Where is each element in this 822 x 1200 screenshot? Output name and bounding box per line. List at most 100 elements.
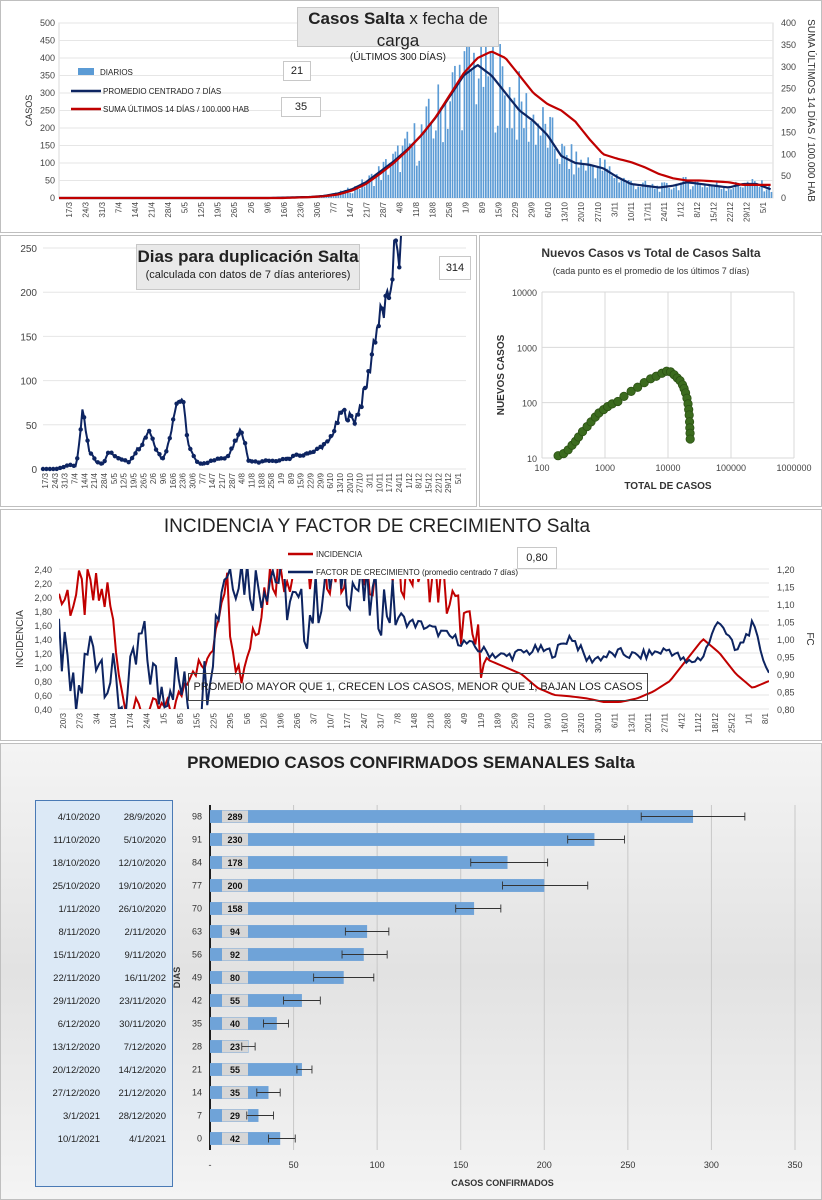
daily-bar: [323, 196, 325, 198]
daily-bar: [711, 185, 713, 198]
x-tick-label: 5/6: [243, 712, 252, 724]
day-category-label: 21: [192, 1065, 202, 1075]
x-tick-label: 19/5: [130, 472, 139, 488]
x-tick-label: 22/12: [726, 201, 735, 222]
doubling-value-box: 314: [439, 256, 471, 280]
daily-bar: [742, 187, 744, 198]
doubling-point: [369, 352, 375, 357]
daily-bar: [396, 145, 399, 198]
y-right-tick-label: 300: [781, 62, 796, 72]
x-tick-label: 15/5: [193, 712, 202, 728]
day-category-label: 0: [197, 1134, 202, 1144]
daily-bar: [677, 190, 680, 198]
x-tick-label: 17/4: [126, 712, 135, 728]
week-start-date: 2/11/2020: [124, 926, 166, 938]
daily-bar: [668, 187, 670, 198]
daily-bar: [515, 139, 518, 198]
week-end-date: 29/11/2020: [53, 995, 100, 1007]
x-tick-label: 7/4: [71, 472, 80, 484]
doubling-point: [355, 412, 361, 417]
daily-bar: [470, 70, 473, 198]
daily-bar: [761, 180, 763, 198]
doubling-point: [105, 450, 111, 456]
x-tick-label: 30/6: [189, 472, 198, 488]
doubling-point: [270, 458, 275, 464]
y-left-tick-label: 350: [40, 71, 55, 81]
daily-bar: [673, 187, 675, 198]
daily-bar: [523, 128, 525, 198]
y-left-axis-label: CASOS: [24, 95, 34, 127]
daily-bar: [642, 182, 644, 198]
daily-bar: [537, 123, 540, 198]
x-tick-label: 1/12: [405, 472, 414, 488]
daily-bar: [539, 135, 542, 198]
x-tick-label: 17/3: [41, 472, 50, 488]
x-tick-label: 27/10: [356, 472, 365, 493]
doubling-point: [229, 446, 234, 451]
daily-bar: [725, 190, 728, 198]
doubling-point: [239, 430, 244, 435]
daily-bar: [468, 37, 471, 198]
daily-bar: [620, 180, 623, 198]
y-right-tick-label: 400: [781, 18, 796, 28]
x-tick-label: 19/6: [276, 712, 285, 728]
value-label-bg: [222, 1063, 248, 1076]
x-tick-label: 3/4: [92, 712, 101, 724]
daily-bar: [703, 183, 706, 198]
daily-bar: [342, 193, 344, 198]
daily-bar: [720, 189, 723, 198]
daily-bar: [337, 193, 340, 198]
daily-bar: [535, 144, 537, 198]
growth-chart-title-city: Salta: [541, 516, 591, 537]
doubling-chart-subtitle: (calculada con datos de 7 días anteriore…: [145, 269, 351, 281]
week-start-date: 7/12/2020: [123, 1041, 166, 1053]
daily-bar: [461, 130, 463, 198]
doubling-point: [71, 463, 77, 469]
daily-bar: [656, 185, 659, 198]
daily-bar: [658, 191, 661, 198]
daily-bar: [504, 95, 506, 198]
x-tick-label: 6/10: [326, 472, 335, 488]
scatter-chart-subtitle: (cada punto es el promedio de los último…: [553, 266, 750, 276]
weekly-bar: [210, 925, 368, 938]
doubling-point: [140, 442, 145, 448]
daily-bar: [349, 192, 352, 198]
daily-bar: [432, 138, 435, 198]
x-tick-label: 22/12: [434, 472, 443, 493]
x-tick-label: 14/4: [80, 472, 89, 488]
legend-label: PROMEDIO CENTRADO 7 DÍAS: [103, 87, 221, 96]
doubling-point: [379, 306, 385, 311]
doubling-point: [236, 432, 241, 437]
daily-bar: [675, 183, 678, 198]
x-tick-label: 11/8: [412, 201, 421, 217]
doubling-point: [273, 458, 279, 464]
x-tick-label: 20/11: [644, 712, 653, 732]
x-tick-label: 31/3: [98, 201, 107, 217]
daily-bar: [706, 187, 709, 198]
daily-bar: [370, 173, 373, 198]
x-tick-label: 50: [289, 1160, 299, 1170]
daily-bar: [446, 128, 449, 198]
weekly-bar: [210, 833, 595, 846]
incidencia-line: [59, 569, 769, 709]
doubling-point: [225, 453, 231, 459]
doubling-point: [294, 452, 299, 457]
x-tick-label: 29/9: [528, 201, 537, 217]
legend-label: DIARIOS: [100, 68, 133, 77]
cases-chart-panel: 0 50 100 150 200 250 300 350 400 450 500 0 50 100 150 2…: [0, 0, 822, 233]
week-end-date: 18/10/2020: [52, 857, 100, 869]
doubling-point: [68, 462, 73, 468]
y-right-tick-label: 150: [781, 127, 796, 137]
x-tick-label: 21/8: [427, 712, 436, 728]
day-category-label: 28: [192, 1042, 202, 1052]
week-end-date: 20/12/2020: [52, 1064, 100, 1076]
doubling-point: [47, 466, 53, 472]
day-category-label: 98: [192, 812, 202, 822]
weekly-value-label: 289: [227, 812, 242, 822]
legend-label: SUMA ÚLTIMOS 14 DÍAS / 100.000 HAB: [103, 105, 249, 114]
x-tick-label: 7/4: [115, 201, 124, 213]
daily-bar: [606, 168, 609, 198]
x-tick-label: 3/7: [310, 712, 319, 724]
y-left-tick-label: 100: [40, 158, 55, 168]
x-tick-label: 11/9: [477, 712, 486, 728]
